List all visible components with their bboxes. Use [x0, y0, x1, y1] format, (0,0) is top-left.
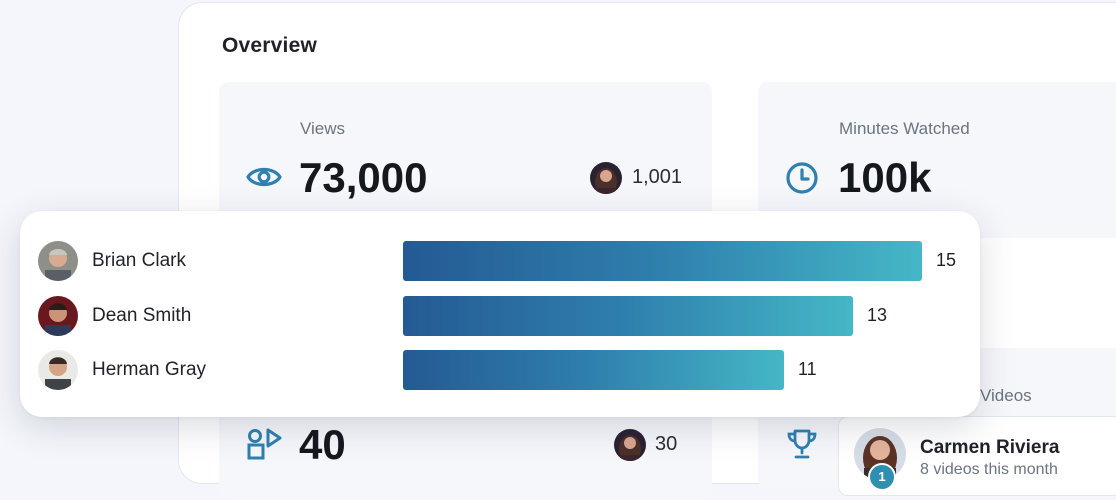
panel-title: Overview — [222, 34, 317, 57]
avatar — [38, 296, 78, 336]
ranking-row[interactable]: Brian Clark 15 — [20, 240, 980, 282]
viewer-ranking-card: Brian Clark 15 Dean Smith 13 Herman Gray — [20, 211, 980, 417]
minutes-value: 100k — [838, 154, 932, 201]
viewer-avatar — [590, 162, 622, 194]
ranking-name: Herman Gray — [92, 359, 207, 380]
top-videos-label: Videos — [980, 386, 1032, 405]
views-viewer-count: 1,001 — [632, 166, 683, 188]
views-label: Views — [300, 119, 346, 138]
clock-icon — [785, 161, 819, 200]
ranking-bar — [403, 350, 784, 390]
uploads-viewer-avatar — [614, 429, 646, 461]
ranking-bar — [403, 241, 922, 281]
uploads-value: 40 — [299, 421, 346, 468]
avatar — [38, 241, 78, 281]
ranking-name: Dean Smith — [92, 305, 192, 326]
ranking-value: 13 — [867, 305, 888, 325]
ranking-value: 15 — [936, 250, 957, 270]
top-creator-subtitle: 8 videos this month — [920, 461, 1058, 478]
top-creator-name: Carmen Riviera — [920, 437, 1060, 458]
minutes-label: Minutes Watched — [839, 119, 970, 138]
ranking-row[interactable]: Herman Gray 11 — [20, 349, 980, 391]
trophy-icon — [786, 428, 818, 465]
avatar — [38, 350, 78, 390]
rank-badge: 1 — [868, 463, 896, 491]
ranking-bar — [403, 296, 853, 336]
ranking-value: 11 — [798, 359, 817, 379]
shapes-icon — [246, 428, 282, 465]
eye-icon — [246, 162, 282, 197]
ranking-row[interactable]: Dean Smith 13 — [20, 295, 980, 337]
views-card[interactable] — [219, 82, 712, 232]
uploads-viewer-count: 30 — [655, 433, 678, 455]
views-value: 73,000 — [299, 154, 428, 201]
ranking-name: Brian Clark — [92, 250, 186, 271]
